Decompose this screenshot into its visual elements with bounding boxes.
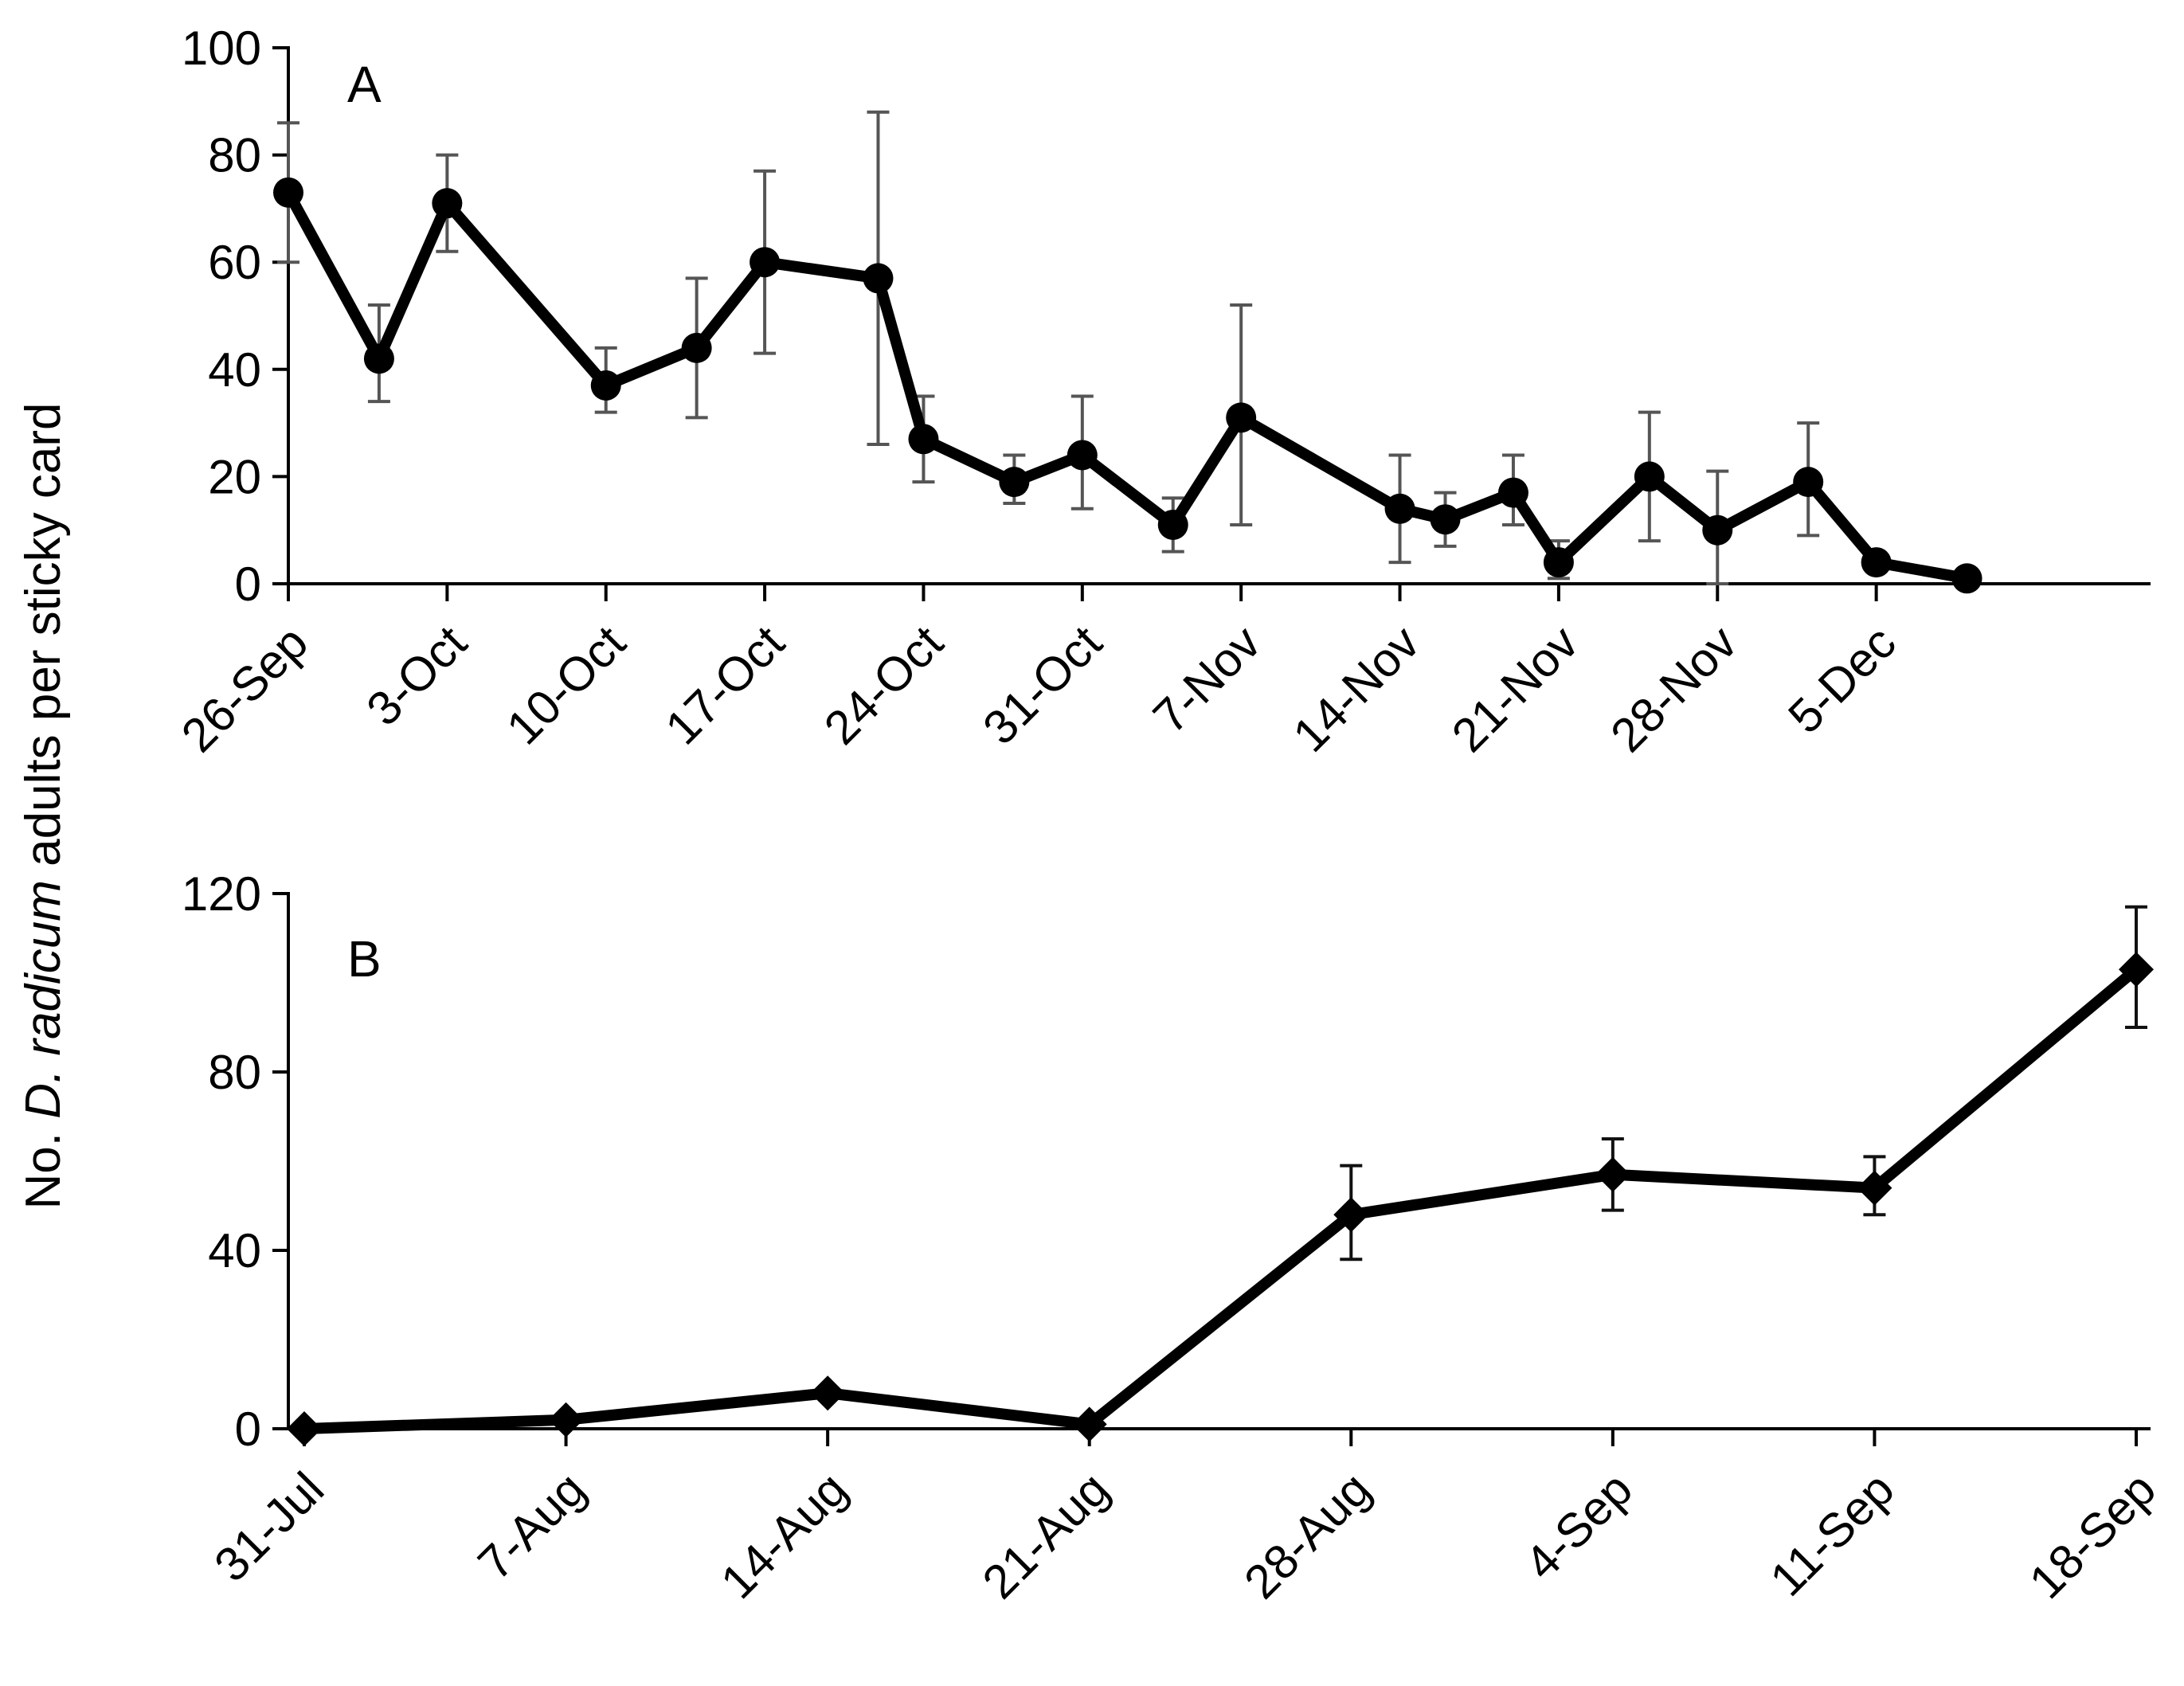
panel-b-x-tick-label: 28-Aug [1234, 1462, 1380, 1609]
panel-a-data-point [863, 263, 894, 294]
panel-a-data-point [1384, 493, 1415, 524]
panel-a-x-tick-label: 5-Dec [1778, 616, 1906, 744]
panel-a-chart: 0 20 40 60 80 100 26-Sep 3-Oct 10-Oct 17-Oct 24-Oc… [171, 22, 2151, 762]
panel-a-data-point [273, 177, 303, 208]
panel-a-data-point [590, 370, 621, 401]
panel-a-x-tick-label: 31-Oct [973, 616, 1112, 755]
panel-a-x-tick-label: 26-Sep [171, 616, 318, 762]
panel-b-data-point [548, 1402, 584, 1438]
panel-b-x-tick-label: 21-Aug [973, 1462, 1119, 1609]
panel-b-x-tick-label: 14-Aug [710, 1462, 857, 1609]
y-axis-title-species: D. radicum [16, 880, 71, 1119]
panel-b-y-tick-label: 80 [208, 1046, 261, 1099]
panel-a-data-point [363, 343, 394, 374]
panel-a-y-tick-label: 40 [208, 343, 261, 397]
panel-a-data-point [908, 424, 939, 455]
panel-b-data-point [2119, 952, 2154, 988]
panel-b-label: B [347, 930, 382, 988]
panel-a-data-point [1951, 563, 1982, 594]
panel-a-x-tick-label: 7-Nov [1143, 616, 1271, 744]
panel-a-data-point [1430, 504, 1461, 535]
panel-a-y-tick-label: 20 [208, 450, 261, 503]
panel-b-y-tick-label: 0 [235, 1402, 261, 1456]
panel-b-chart: 0 40 80 120 31-Jul 7-Aug 14-Aug 21-Aug 28-Aug 4-S… [182, 867, 2166, 1609]
y-axis-title-prefix: No. [16, 1119, 71, 1210]
panel-b-x-tick-label: 18-Sep [2019, 1462, 2166, 1609]
panel-b-data-point [287, 1411, 322, 1446]
panel-b-data-point [1333, 1197, 1369, 1233]
panel-b-x-tick-label: 11-Sep [1760, 1462, 1904, 1606]
panel-a-data-point [1634, 461, 1665, 492]
panel-a-data-point [1793, 467, 1824, 498]
panel-a-y-tick-label: 60 [208, 236, 261, 289]
panel-b-x-tick-label: 31-Jul [204, 1462, 334, 1592]
panel-a-data-point [1497, 477, 1528, 508]
panel-a-data-point [432, 188, 463, 219]
panel-a-data-point [1067, 440, 1098, 471]
panel-b-x-tick-label: 4-Sep [1514, 1462, 1642, 1590]
panel-a-x-tick-label: 10-Oct [496, 616, 636, 755]
panel-a-x-tick-label: 3-Oct [356, 616, 476, 736]
panel-a-y-tick-label: 100 [182, 22, 261, 75]
panel-a-y-tick-label: 0 [235, 557, 261, 611]
panel-a-x-tick-label: 24-Oct [814, 616, 953, 755]
panel-a-data-point [750, 247, 781, 278]
panel-b-data-point [1595, 1156, 1630, 1192]
panel-b-data-point [1071, 1406, 1107, 1442]
panel-a-y-tick-label: 80 [208, 129, 261, 182]
panel-a-x-tick-label: 17-Oct [656, 616, 795, 755]
panel-a-x-tick-label: 21-Nov [1442, 616, 1588, 762]
panel-a-data-point [1702, 514, 1733, 546]
panel-a-data-point [1226, 402, 1257, 433]
panel-b-y-tick-label: 120 [182, 867, 261, 921]
y-axis-title: No. D. radicum adults per sticky card [16, 402, 71, 1209]
panel-a-data-point [1861, 547, 1892, 578]
panel-a-x-tick-label: 28-Nov [1600, 616, 1747, 762]
panel-a-data-point [1157, 509, 1188, 540]
panel-b-data-point [810, 1375, 846, 1411]
panel-b-y-tick-label: 40 [208, 1224, 261, 1277]
panel-a-data-point [1543, 547, 1574, 578]
panel-b-series-line [299, 964, 2142, 1434]
panel-b-data-point [1857, 1170, 1892, 1206]
panel-b-x-tick-label: 7-Aug [468, 1462, 596, 1590]
panel-a-data-point [681, 332, 712, 363]
panel-a-x-tick-label: 14-Nov [1283, 616, 1430, 762]
panel-a-data-point [999, 467, 1030, 498]
y-axis-title-suffix: adults per sticky card [16, 402, 71, 880]
panel-a-label: A [347, 56, 382, 113]
